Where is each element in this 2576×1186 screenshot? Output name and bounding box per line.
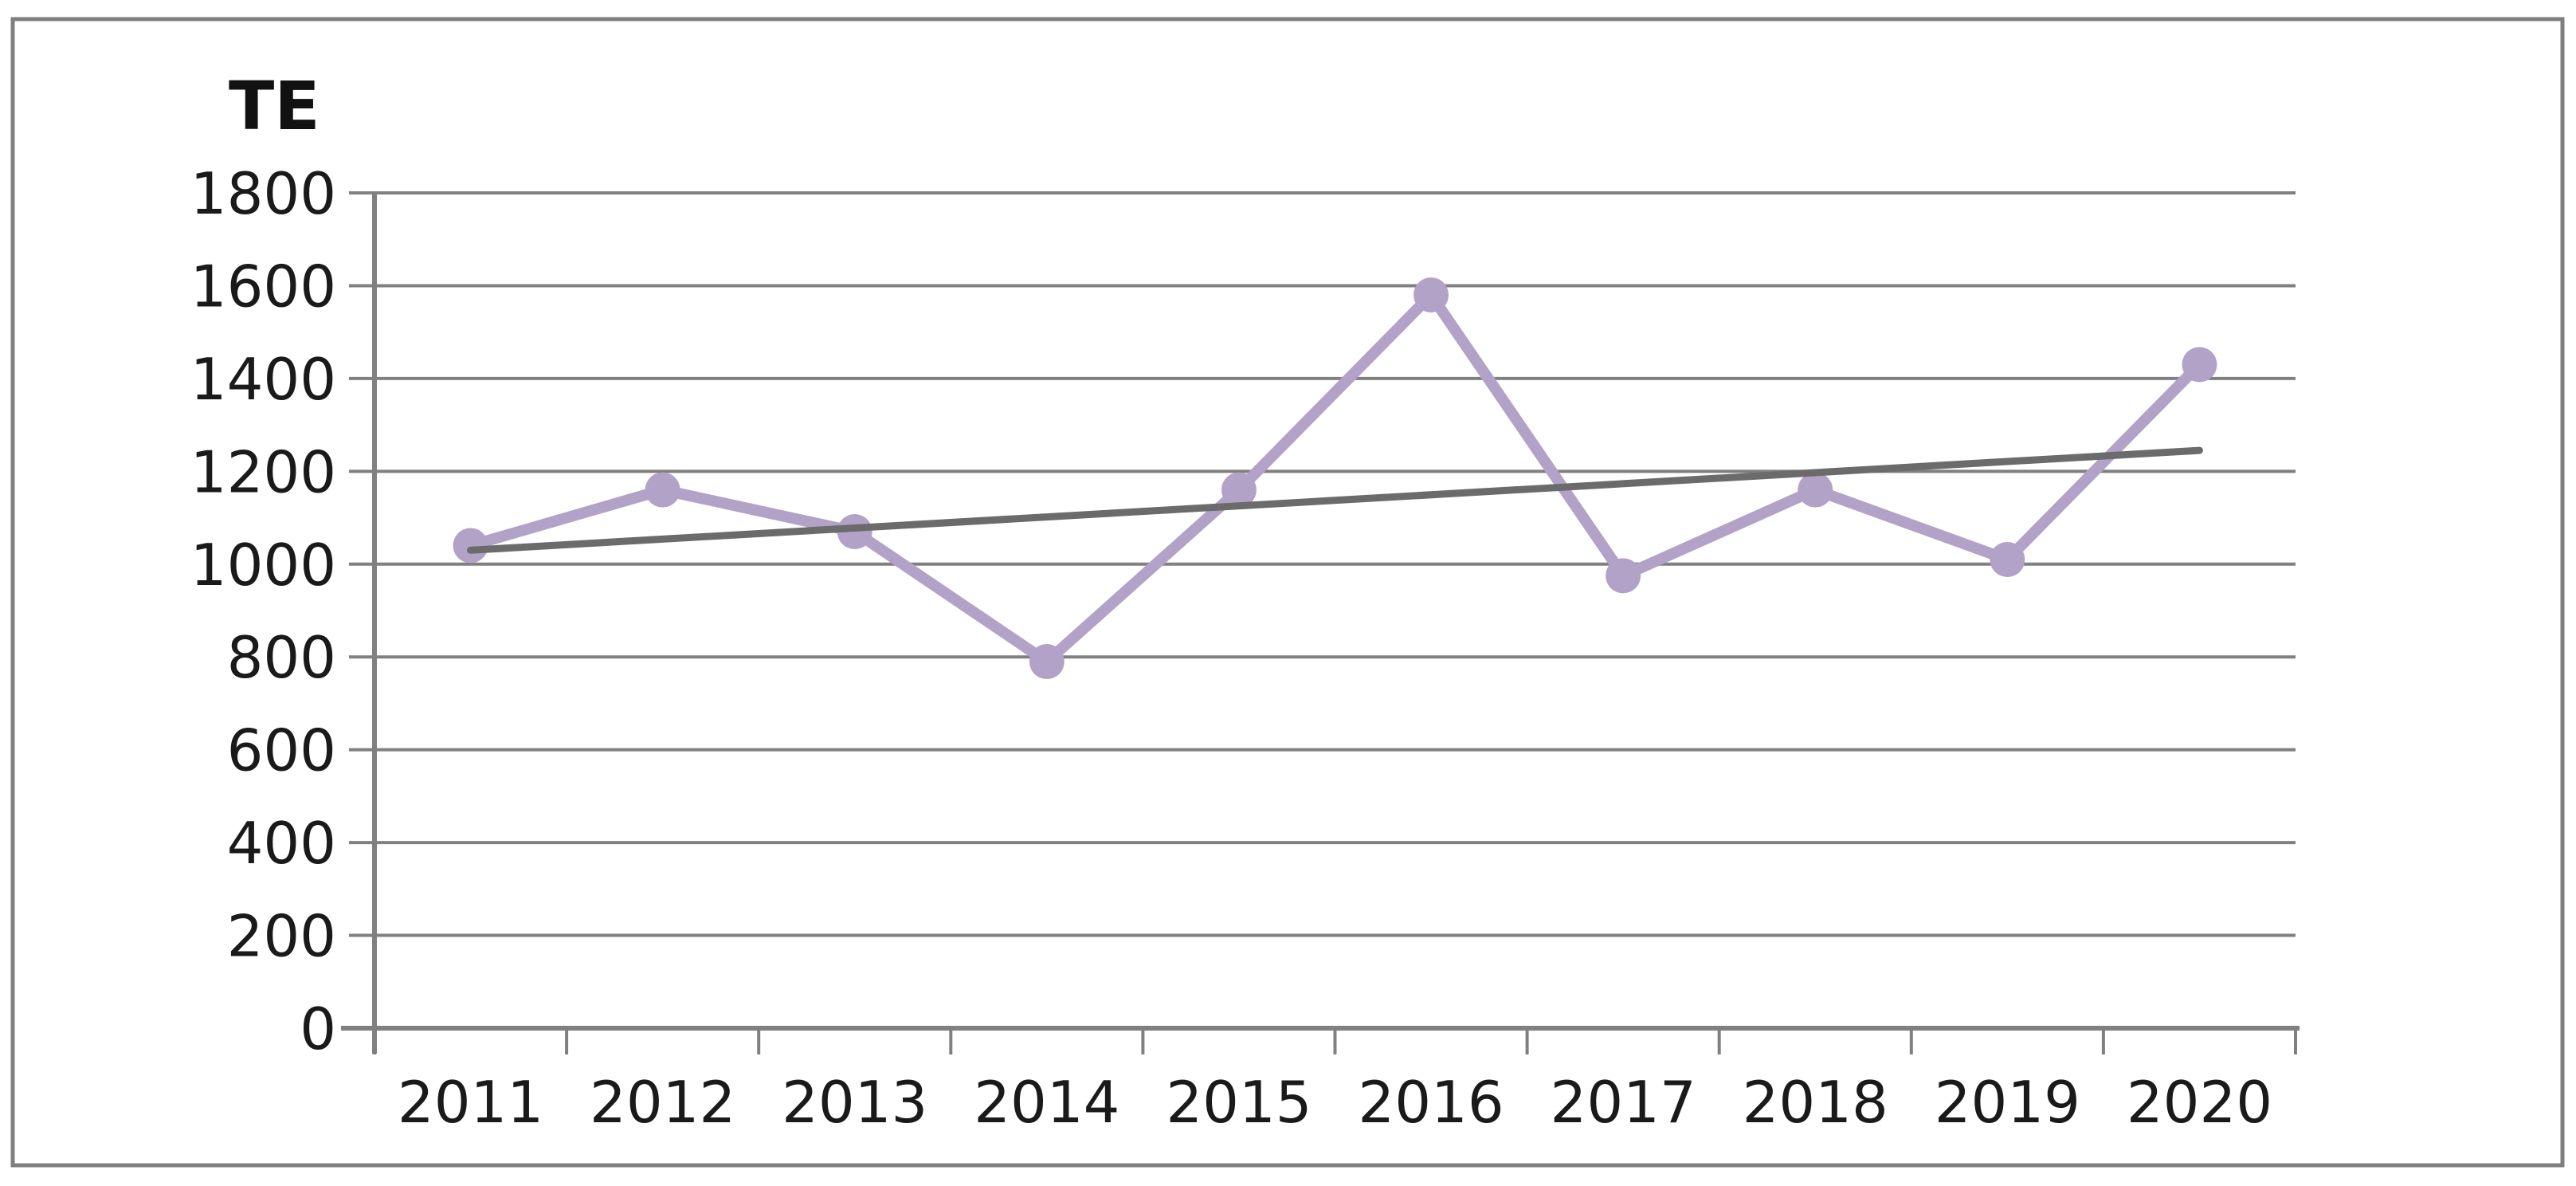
x-axis-tick-label: 2011 — [398, 1069, 543, 1136]
y-axis-tick-label: 1800 — [190, 160, 336, 227]
y-axis-tick-label: 800 — [227, 624, 336, 691]
series-line — [465, 289, 2205, 668]
data-point-2012 — [645, 472, 680, 508]
x-axis-ticks — [373, 1028, 2297, 1054]
x-axis-tick-label: 2012 — [590, 1069, 735, 1136]
y-axis-tick-label: 0 — [300, 996, 336, 1062]
data-point-2015 — [1221, 472, 1257, 508]
data-series — [453, 277, 2217, 680]
figure-border — [10, 17, 2565, 1168]
x-axis-tick-label: 2018 — [1743, 1069, 1888, 1136]
y-axis-ticks — [349, 191, 374, 1030]
y-axis-tick-label: 200 — [227, 903, 336, 970]
data-point-2019 — [1990, 541, 2025, 577]
y-axis-tick-label: 1400 — [190, 346, 336, 413]
y-axis-title: TE — [229, 67, 320, 145]
y-axis-tick-label: 600 — [227, 717, 336, 784]
x-axis-labels: 2011 2012 2013 2014 2015 2016 2017 2018 2019 2020 — [398, 1069, 2272, 1136]
y-axis-tick-label: 400 — [227, 810, 336, 877]
data-point-2016 — [1413, 277, 1449, 313]
y-axis-tick-label: 1600 — [190, 253, 336, 320]
x-axis-tick-label: 2014 — [974, 1069, 1119, 1136]
x-axis-tick-label: 2017 — [1551, 1069, 1696, 1136]
data-point-2017 — [1606, 558, 1641, 594]
y-axis-tick-label: 1000 — [190, 532, 336, 599]
data-point-2014 — [1029, 644, 1065, 680]
trendline — [467, 446, 2203, 554]
gridlines — [374, 191, 2296, 937]
data-point-2020 — [2182, 347, 2217, 383]
x-axis-tick-label: 2013 — [782, 1069, 927, 1136]
x-axis-tick-label: 2020 — [2127, 1069, 2272, 1136]
trendline-line — [467, 446, 2203, 554]
data-point-2018 — [1798, 472, 1833, 508]
y-axis-labels: 0 200 400 600 800 1000 1200 1400 1600 1800 — [190, 160, 336, 1062]
x-axis-tick-label: 2016 — [1358, 1069, 1504, 1136]
y-axis-tick-label: 1200 — [190, 438, 336, 505]
x-axis-tick-label: 2019 — [1935, 1069, 2080, 1136]
x-axis-tick-label: 2015 — [1166, 1069, 1312, 1136]
data-point-2013 — [837, 514, 872, 550]
data-point-2011 — [453, 528, 488, 564]
